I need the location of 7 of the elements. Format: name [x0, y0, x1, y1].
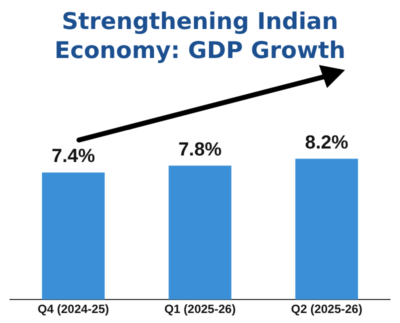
- chart-title: Strengthening Indian Economy: GDP Growth: [54, 8, 346, 66]
- data-label: 8.2%: [305, 132, 348, 154]
- x-tick-label: Q1 (2025-26): [164, 302, 236, 316]
- data-label: 7.8%: [178, 139, 222, 160]
- x-tick-label: Q2 (2025-26): [290, 302, 362, 316]
- x-tick-label: Q4 (2024-25): [38, 302, 110, 316]
- data-label: 7.4%: [52, 146, 96, 168]
